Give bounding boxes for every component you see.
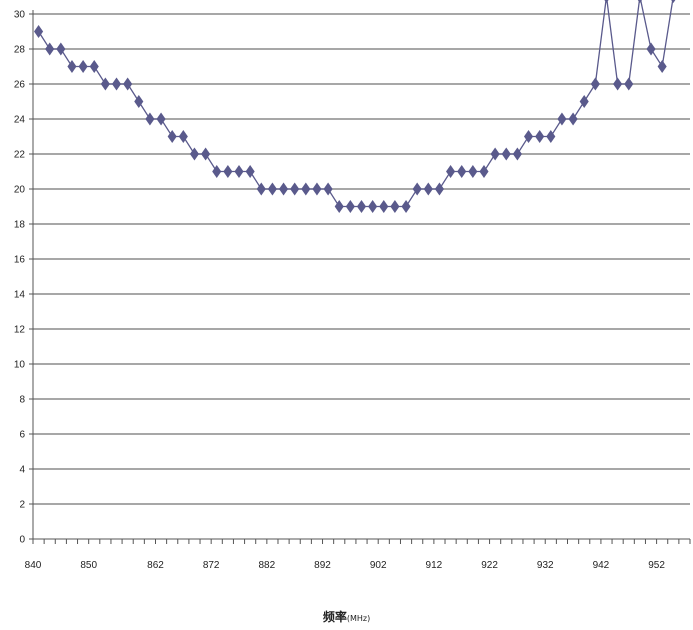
- data-point: [501, 147, 511, 161]
- x-tick-label: 922: [481, 560, 498, 571]
- data-point: [379, 200, 389, 213]
- data-point: [279, 182, 289, 196]
- data-point: [657, 60, 667, 73]
- series-line: [38, 0, 674, 208]
- y-tick-label: 28: [14, 45, 26, 56]
- data-point: [189, 147, 200, 161]
- x-axis-label-text: 频率: [322, 610, 347, 624]
- data-point: [604, 0, 609, 3]
- y-tick-label: 12: [14, 325, 26, 336]
- y-tick-label: 22: [14, 150, 26, 161]
- data-point: [546, 130, 556, 143]
- data-point: [156, 112, 166, 126]
- data-point: [368, 200, 378, 213]
- data-point: [401, 200, 411, 213]
- data-point: [56, 42, 66, 56]
- x-tick-label: 902: [370, 560, 387, 571]
- x-tick-label: 892: [314, 560, 331, 571]
- x-axis-label-unit: (MHz): [346, 614, 371, 623]
- x-tick-label: 882: [259, 560, 276, 571]
- y-tick-label: 18: [14, 220, 26, 231]
- data-point: [145, 112, 155, 126]
- data-point: [356, 200, 367, 213]
- data-point: [613, 77, 623, 91]
- data-point: [34, 25, 44, 38]
- data-point: [557, 112, 567, 126]
- data-point: [312, 182, 322, 196]
- data-point: [245, 165, 255, 178]
- x-tick-label: 952: [648, 560, 665, 571]
- y-tick-label: 0: [19, 535, 25, 546]
- data-point: [579, 95, 589, 108]
- data-point: [111, 77, 122, 91]
- data-point: [568, 112, 578, 126]
- data-point: [89, 60, 99, 73]
- x-tick-label: 942: [593, 560, 610, 571]
- data-point: [256, 182, 266, 196]
- x-tick-label: 932: [537, 560, 554, 571]
- data-point: [624, 77, 634, 91]
- data-point: [290, 182, 300, 196]
- data-point: [334, 200, 344, 213]
- y-tick-label: 8: [19, 395, 25, 406]
- y-tick-label: 24: [14, 115, 26, 126]
- plot-area: [34, 0, 676, 213]
- data-point: [646, 42, 656, 56]
- data-point: [267, 182, 277, 196]
- data-point: [212, 165, 222, 178]
- data-point: [446, 165, 456, 178]
- x-tick-labels: 840 850 862 872 882 892 902 912 922 932 942 952: [25, 560, 666, 571]
- data-point: [345, 200, 355, 213]
- x-tick-label: 850: [80, 560, 97, 571]
- y-tick-label: 10: [14, 360, 26, 371]
- data-point: [323, 182, 333, 196]
- data-point: [134, 95, 144, 108]
- data-point: [123, 77, 133, 91]
- data-point: [100, 77, 110, 91]
- data-point: [223, 165, 233, 178]
- x-tick-label: 840: [25, 560, 42, 571]
- data-point: [671, 0, 676, 3]
- y-tick-label: 6: [19, 430, 25, 441]
- x-tick-label: 872: [203, 560, 220, 571]
- x-tick-label: 912: [426, 560, 443, 571]
- x-axis-label: 频率(MHz): [0, 608, 693, 625]
- y-tick-label: 16: [14, 255, 26, 266]
- data-point: [412, 182, 422, 196]
- data-point: [167, 130, 177, 143]
- data-point: [301, 182, 311, 196]
- axes: [29, 10, 691, 544]
- data-point: [201, 147, 211, 161]
- data-point: [423, 182, 433, 196]
- y-tick-label: 20: [14, 185, 26, 196]
- y-tick-label: 4: [19, 465, 25, 476]
- gridlines: [33, 13, 690, 505]
- data-point: [45, 42, 55, 56]
- y-tick-label: 30: [14, 10, 26, 21]
- x-tick-label: 862: [147, 560, 164, 571]
- data-point: [234, 165, 244, 178]
- data-point: [457, 165, 467, 178]
- data-point: [479, 165, 489, 178]
- y-tick-label: 14: [14, 290, 26, 301]
- y-tick-label: 26: [14, 80, 26, 91]
- y-tick-label: 2: [19, 500, 25, 511]
- data-point: [535, 130, 545, 143]
- data-point: [67, 60, 77, 73]
- data-point: [490, 147, 500, 161]
- data-point: [178, 130, 188, 143]
- data-point: [468, 165, 478, 178]
- data-point: [512, 147, 522, 161]
- data-point: [523, 130, 534, 143]
- data-point: [78, 60, 88, 73]
- data-point: [434, 182, 444, 196]
- data-point: [390, 200, 400, 213]
- data-point: [590, 77, 600, 91]
- data-point: [637, 0, 642, 3]
